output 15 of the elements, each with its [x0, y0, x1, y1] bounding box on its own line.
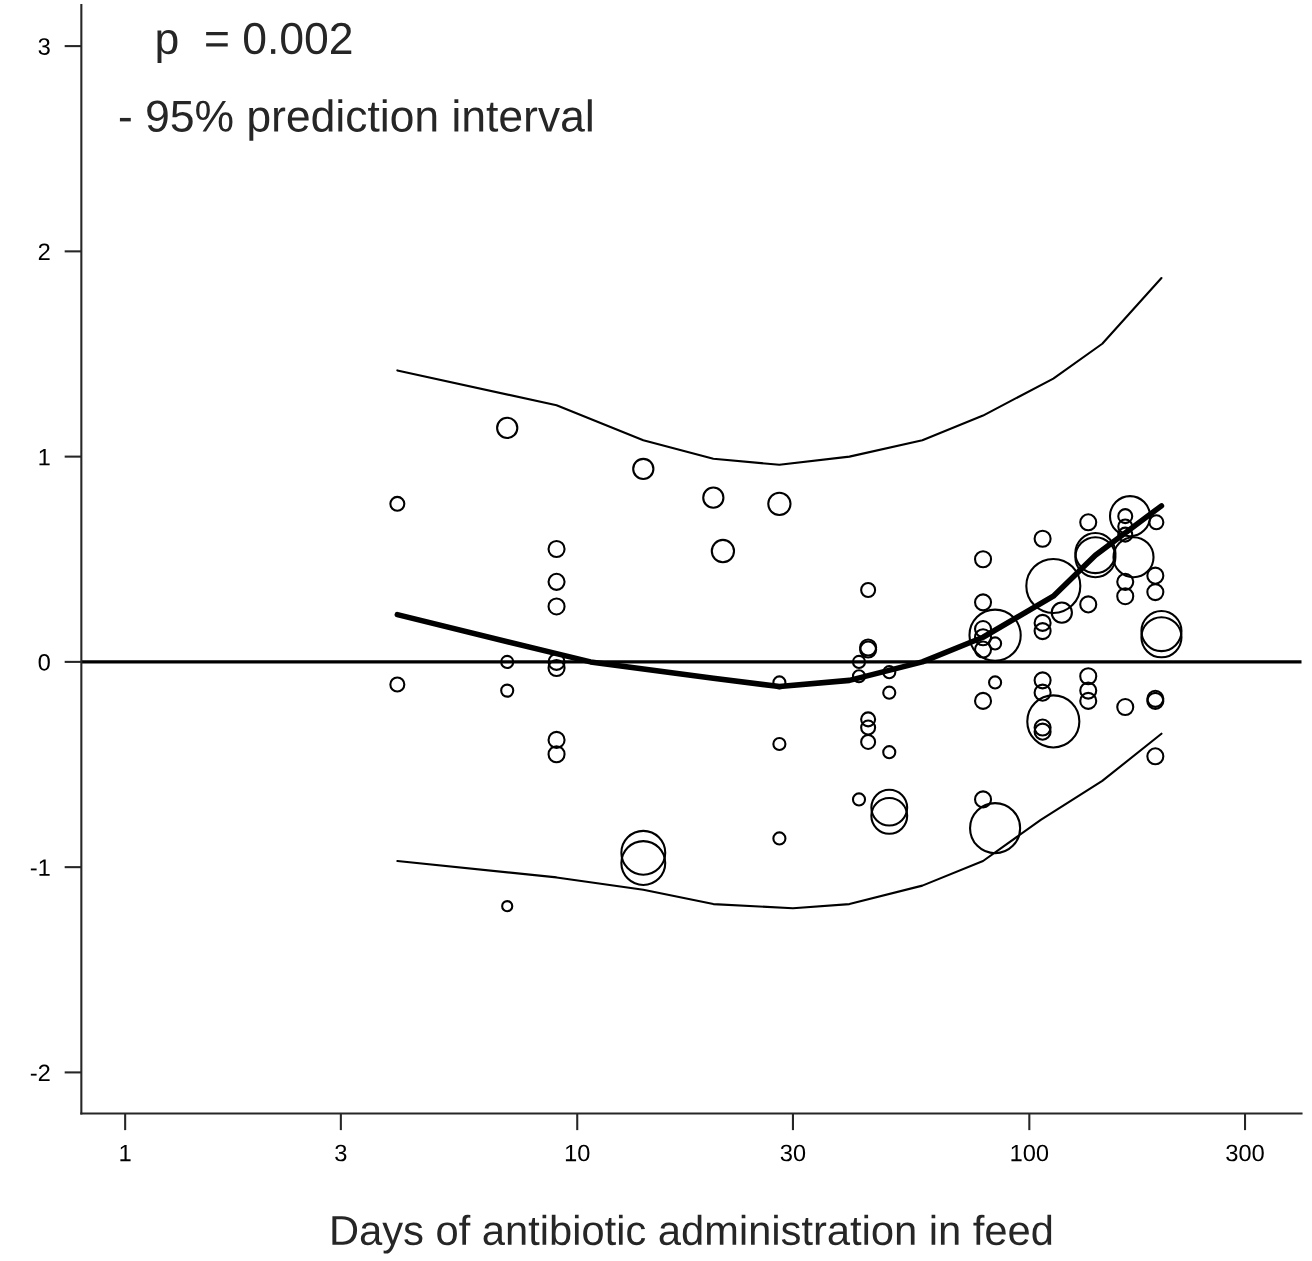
y-tick-label: 0	[38, 653, 50, 671]
y-tick-label: -2	[30, 1064, 50, 1081]
annotation: p = 0.002	[157, 22, 352, 64]
y-tick-label: -1	[30, 859, 50, 876]
x-tick-label: 30	[780, 1144, 806, 1162]
x-tick-label: 300	[1226, 1144, 1264, 1162]
x-tick-label: 3	[335, 1144, 347, 1162]
x-axis-title: Days of antibiotic administration in feed	[332, 1214, 1052, 1254]
x-tick-label: 100	[1011, 1144, 1049, 1162]
y-tick-label: 2	[38, 243, 50, 260]
x-tick-label: 1	[120, 1144, 131, 1162]
y-tick-label: 3	[38, 38, 50, 55]
y-tick-label: 1	[39, 448, 50, 466]
x-tick-label: 10	[565, 1144, 590, 1162]
annotation: - 95% prediction interval	[119, 99, 592, 141]
